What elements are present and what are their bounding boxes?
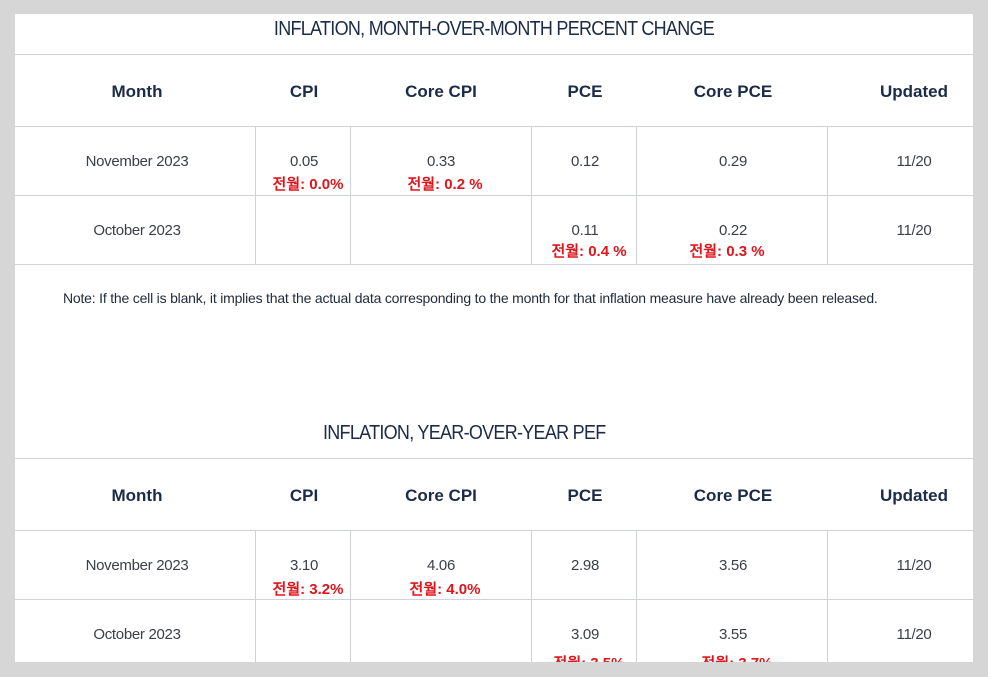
table1-row2-updated: 11/20 <box>896 222 932 239</box>
table2-title-area: INFLATION, YEAR-OVER-YEAR PEF <box>15 422 973 448</box>
header-updated: Updated <box>880 82 948 101</box>
table2-row2-updated: 11/20 <box>896 626 932 643</box>
divider <box>15 599 973 600</box>
table2-row1-core-pce: 3.56 <box>719 557 747 574</box>
table2-row2-pce: 3.09 <box>571 626 599 643</box>
table2-row1-updated: 11/20 <box>896 557 932 574</box>
table1-row1-core-cpi-note: 전월: 0.2 % <box>407 176 483 193</box>
table1-row2-core-pce: 0.22 <box>719 222 747 239</box>
column-divider <box>636 126 637 264</box>
table2-row2-core-pce-note: 전월: 3.7% <box>647 652 827 662</box>
table2-row1-core-cpi: 4.06 <box>427 557 455 574</box>
header-month: Month <box>111 82 163 101</box>
table2-row1-cpi-note: 전월: 3.2% <box>272 581 344 598</box>
header-core-pce: Core PCE <box>693 486 773 505</box>
table2-title: INFLATION, YEAR-OVER-YEAR PEF <box>323 422 606 444</box>
column-divider <box>531 530 532 662</box>
table1-row1-core-cpi: 0.33 <box>427 153 455 170</box>
header-cpi: CPI <box>289 486 319 505</box>
divider <box>15 458 973 459</box>
table1-row1-updated: 11/20 <box>896 153 932 170</box>
divider <box>15 54 973 55</box>
header-month: Month <box>111 486 163 505</box>
table2-row2-core-pce: 3.55 <box>719 626 747 643</box>
header-core-cpi: Core CPI <box>405 486 477 505</box>
divider <box>15 264 973 265</box>
header-cpi: CPI <box>289 82 319 101</box>
table2-row1-cpi: 3.10 <box>290 557 318 574</box>
table2-row2-month: October 2023 <box>93 626 181 643</box>
column-divider <box>255 530 256 662</box>
table1-row1-cpi: 0.05 <box>290 153 318 170</box>
table2-row1-month: November 2023 <box>85 557 189 574</box>
table1-row2-pce: 0.11 <box>571 222 599 239</box>
table2-row2-pce-note: 전월: 3.5% <box>499 652 679 662</box>
header-updated: Updated <box>880 486 948 505</box>
table1-row2-core-pce-note: 전월: 0.3 % <box>689 243 765 260</box>
table2-row1-core-cpi-note: 전월: 4.0% <box>409 581 481 598</box>
divider <box>15 126 973 127</box>
divider <box>15 530 973 531</box>
column-divider <box>827 126 828 264</box>
table1-row2-month: October 2023 <box>93 222 181 239</box>
footnote: Note: If the cell is blank, it implies t… <box>63 290 878 306</box>
table1-row1-cpi-note: 전월: 0.0% <box>272 176 344 193</box>
document-frame: INFLATION, MONTH-OVER-MONTH PERCENT CHAN… <box>15 14 973 662</box>
table1-row1-core-pce: 0.29 <box>719 153 747 170</box>
header-pce: PCE <box>567 82 603 101</box>
column-divider <box>350 126 351 264</box>
column-divider <box>255 126 256 264</box>
table1-row1-month: November 2023 <box>85 153 189 170</box>
header-core-cpi: Core CPI <box>405 82 477 101</box>
column-divider <box>636 530 637 662</box>
table1-row2-pce-note: 전월: 0.4 % <box>551 243 627 260</box>
table2-row1-pce: 2.98 <box>571 557 599 574</box>
divider <box>15 195 973 196</box>
table1-title: INFLATION, MONTH-OVER-MONTH PERCENT CHAN… <box>273 18 715 40</box>
column-divider <box>827 530 828 662</box>
column-divider <box>531 126 532 264</box>
header-core-pce: Core PCE <box>693 82 773 101</box>
header-pce: PCE <box>567 486 603 505</box>
column-divider <box>350 530 351 662</box>
table1-row1-pce: 0.12 <box>571 153 599 170</box>
